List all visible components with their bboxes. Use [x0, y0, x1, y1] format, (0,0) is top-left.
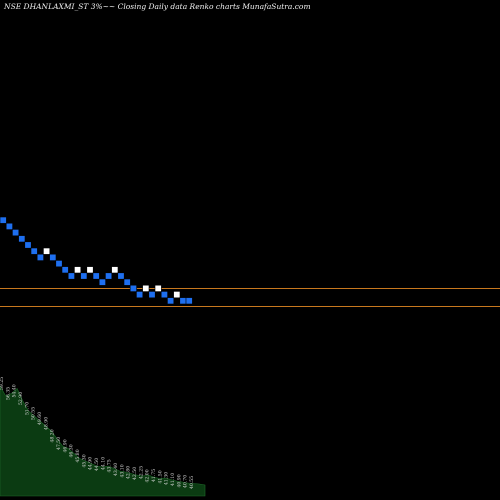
volume-label: 42.25: [138, 466, 144, 479]
volume-label: 44.90: [88, 457, 94, 470]
volume-label: 41.30: [164, 472, 170, 485]
volume-area-path: [0, 385, 206, 497]
volume-label: 45.80: [75, 449, 81, 462]
volume-label: 47.50: [56, 437, 62, 450]
renko-brick-down: [136, 291, 144, 299]
renko-brick-down: [61, 266, 69, 274]
renko-brick-up: [86, 266, 94, 274]
volume-label: 56.35: [5, 387, 11, 400]
renko-brick-down: [18, 235, 26, 243]
volume-label: 42.50: [132, 467, 138, 480]
volume-area: [0, 385, 206, 497]
volume-label: 40.70: [183, 475, 189, 488]
volume-label: 50.55: [31, 407, 37, 420]
renko-brick-down: [80, 272, 88, 280]
renko-brick-down: [160, 291, 168, 299]
renko-brick-down: [123, 278, 131, 286]
renko-brick-down: [12, 229, 20, 237]
renko-brick-down: [0, 216, 7, 224]
renko-brick-down: [30, 247, 38, 255]
volume-label: 48.90: [43, 417, 49, 430]
renko-brick-down: [148, 291, 156, 299]
chart-title: NSE DHANLAXMI_ST 3%~~ Closing Daily data…: [4, 2, 311, 11]
volume-label: 43.10: [119, 464, 125, 477]
volume-label: 42.00: [145, 469, 151, 482]
volume-label: 59.25: [0, 377, 5, 390]
renko-brick-down: [179, 297, 187, 305]
renko-brick-up: [43, 247, 51, 255]
volume-label: 43.40: [113, 463, 119, 476]
renko-brick-down: [55, 260, 63, 268]
volume-label: 42.80: [126, 466, 132, 479]
renko-brick-down: [185, 297, 193, 305]
renko-brick-up: [154, 284, 162, 292]
volume-label: 46.30: [69, 444, 75, 457]
renko-brick-down: [167, 297, 175, 305]
renko-brick-down: [5, 222, 13, 230]
volume-label: 48.20: [50, 429, 56, 442]
renko-brick-down: [105, 272, 113, 280]
volume-label: 44.10: [100, 457, 106, 470]
volume-label: 40.90: [176, 474, 182, 487]
renko-brick-up: [74, 266, 82, 274]
renko-brick-up: [142, 284, 150, 292]
volume-label: 52.90: [18, 392, 24, 405]
renko-brick-down: [117, 272, 125, 280]
volume-label: 41.10: [170, 473, 176, 486]
volume-label: 46.90: [62, 439, 68, 452]
volume-label: 54.40: [12, 384, 18, 397]
volume-label: 43.75: [107, 459, 113, 472]
renko-brick-down: [36, 253, 44, 261]
volume-label: 44.50: [94, 458, 100, 471]
renko-brick-down: [98, 278, 106, 286]
volume-label: 45.30: [81, 454, 87, 467]
renko-bricks: [0, 216, 193, 305]
volume-label: 41.50: [157, 470, 163, 483]
renko-brick-up: [173, 291, 181, 299]
renko-brick-down: [67, 272, 75, 280]
renko-brick-down: [24, 241, 32, 249]
volume-label: 41.75: [151, 469, 157, 482]
renko-brick-up: [111, 266, 119, 274]
renko-brick-down: [49, 253, 57, 261]
volume-label: 51.70: [24, 402, 30, 415]
volume-label: 49.60: [37, 412, 43, 425]
renko-brick-down: [92, 272, 100, 280]
renko-brick-down: [129, 284, 137, 292]
volume-label: 40.55: [189, 476, 195, 489]
reference-lines: [0, 288, 500, 307]
